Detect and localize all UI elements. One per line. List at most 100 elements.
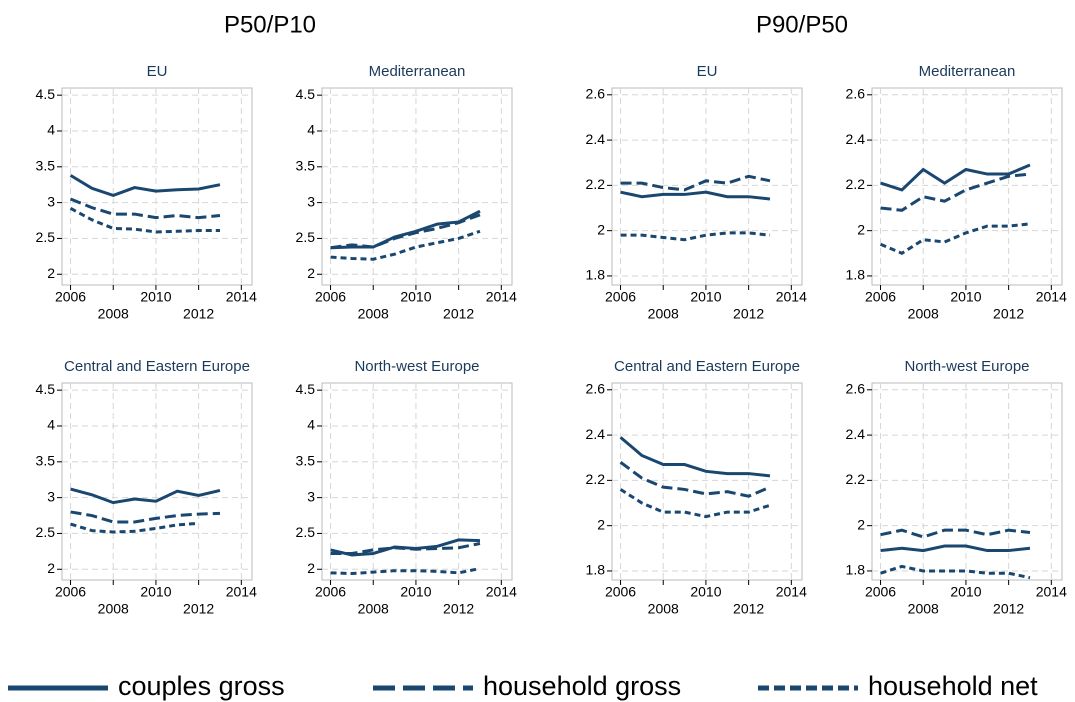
y-tick-label: 4.5 bbox=[296, 381, 316, 397]
x-tick-label: 2012 bbox=[183, 306, 214, 322]
panel: North-west Europe 1.8 2 2.2 2.4 2.6 2006 2008 20… bbox=[846, 358, 1068, 617]
series-line bbox=[70, 487, 221, 505]
x-tick-label: 2006 bbox=[315, 289, 346, 305]
panel-title: North-west Europe bbox=[904, 358, 1029, 375]
y-tick-label: 2 bbox=[47, 560, 55, 576]
y-tick-label: 3 bbox=[307, 193, 315, 209]
series-line bbox=[880, 163, 1031, 192]
series-line bbox=[330, 541, 481, 555]
y-tick-label: 4 bbox=[47, 417, 55, 433]
panel: Central and Eastern Europe 2 2.5 3 3.5 4 4.5 20… bbox=[36, 358, 258, 617]
panel: EU 1.8 2 2.2 2.4 2.6 2006 2008 2010 2012 2014 bbox=[586, 63, 808, 322]
y-tick-label: 3 bbox=[47, 193, 55, 209]
y-tick-label: 2.6 bbox=[846, 85, 866, 101]
x-tick-label: 2012 bbox=[443, 306, 474, 322]
x-tick-label: 2010 bbox=[400, 584, 431, 600]
series-line bbox=[620, 174, 771, 192]
y-tick-label: 3.5 bbox=[296, 453, 316, 469]
series-line bbox=[330, 213, 481, 250]
x-tick-label: 2008 bbox=[98, 306, 129, 322]
y-tick-label: 2 bbox=[47, 265, 55, 281]
series-line bbox=[69, 174, 221, 198]
panel: Mediterranean 2 2.5 3 3.5 4 4.5 2006 2008 2010 201… bbox=[296, 63, 518, 322]
y-tick-label: 2.2 bbox=[586, 176, 606, 192]
x-tick-label: 2014 bbox=[486, 584, 517, 600]
y-tick-label: 2.4 bbox=[586, 426, 606, 442]
y-tick-label: 2.5 bbox=[36, 524, 56, 540]
y-tick-label: 2.4 bbox=[846, 131, 866, 147]
series-line bbox=[880, 172, 1031, 212]
panel: Mediterranean 1.8 2 2.2 2.4 2.6 2006 2008 2010 20… bbox=[846, 63, 1068, 322]
y-tick-label: 4.5 bbox=[36, 86, 56, 102]
x-tick-label: 2014 bbox=[226, 584, 257, 600]
panel-title: Mediterranean bbox=[919, 63, 1016, 80]
y-tick-label: 1.8 bbox=[586, 267, 606, 283]
x-tick-label: 2006 bbox=[605, 289, 636, 305]
x-tick-label: 2006 bbox=[55, 289, 86, 305]
series-line bbox=[330, 567, 481, 576]
x-tick-label: 2014 bbox=[486, 289, 517, 305]
plot-area bbox=[321, 87, 513, 286]
plot-area bbox=[611, 382, 803, 581]
y-tick-label: 2.2 bbox=[846, 471, 866, 487]
y-tick-label: 2.5 bbox=[296, 229, 316, 245]
plot-area bbox=[871, 382, 1063, 581]
x-tick-label: 2012 bbox=[443, 601, 474, 617]
legend-label: household net bbox=[868, 671, 1038, 701]
x-tick-label: 2006 bbox=[55, 584, 86, 600]
x-tick-label: 2010 bbox=[140, 584, 171, 600]
series-line bbox=[330, 229, 481, 261]
x-tick-label: 2014 bbox=[776, 584, 807, 600]
y-tick-label: 2.6 bbox=[846, 380, 866, 396]
x-tick-label: 2008 bbox=[908, 306, 939, 322]
series-line bbox=[69, 197, 221, 220]
y-tick-label: 4 bbox=[307, 122, 315, 138]
series-line bbox=[619, 436, 771, 478]
y-tick-label: 1.8 bbox=[846, 267, 866, 283]
y-tick-label: 3.5 bbox=[36, 453, 56, 469]
panel-title: Central and Eastern Europe bbox=[614, 358, 800, 375]
x-tick-label: 2012 bbox=[733, 601, 764, 617]
x-tick-label: 2010 bbox=[950, 584, 981, 600]
series-line bbox=[620, 231, 771, 242]
x-tick-label: 2014 bbox=[776, 289, 807, 305]
series-line bbox=[880, 528, 1031, 539]
y-tick-label: 4 bbox=[47, 122, 55, 138]
panel: North-west Europe 2 2.5 3 3.5 4 4.5 2006 2008 201… bbox=[296, 358, 518, 617]
x-tick-label: 2008 bbox=[98, 601, 129, 617]
legend-label: couples gross bbox=[118, 671, 285, 701]
y-tick-label: 2 bbox=[597, 516, 605, 532]
x-tick-label: 2010 bbox=[140, 289, 171, 305]
series-line bbox=[620, 190, 771, 201]
y-tick-label: 2.4 bbox=[586, 131, 606, 147]
x-tick-label: 2006 bbox=[865, 584, 896, 600]
y-tick-label: 3 bbox=[47, 488, 55, 504]
y-tick-label: 2 bbox=[307, 560, 315, 576]
x-tick-label: 2006 bbox=[315, 584, 346, 600]
panel-title: North-west Europe bbox=[354, 358, 479, 375]
legend-label: household gross bbox=[483, 671, 681, 701]
x-tick-label: 2010 bbox=[950, 289, 981, 305]
y-tick-label: 2.2 bbox=[586, 471, 606, 487]
x-tick-label: 2010 bbox=[690, 584, 721, 600]
x-tick-label: 2008 bbox=[908, 601, 939, 617]
x-tick-label: 2012 bbox=[733, 306, 764, 322]
y-tick-label: 4 bbox=[307, 417, 315, 433]
x-tick-label: 2008 bbox=[648, 306, 679, 322]
series-line bbox=[330, 538, 481, 557]
x-tick-label: 2012 bbox=[183, 601, 214, 617]
x-tick-label: 2008 bbox=[358, 306, 389, 322]
x-tick-label: 2008 bbox=[358, 601, 389, 617]
y-tick-label: 2 bbox=[307, 265, 315, 281]
plot-area bbox=[871, 87, 1063, 286]
x-tick-label: 2014 bbox=[1036, 584, 1067, 600]
plot-area bbox=[61, 87, 253, 286]
plot-area bbox=[611, 87, 803, 286]
panel-title: Central and Eastern Europe bbox=[64, 358, 250, 375]
x-tick-label: 2012 bbox=[993, 601, 1024, 617]
y-tick-label: 3 bbox=[307, 488, 315, 504]
y-tick-label: 2.5 bbox=[296, 524, 316, 540]
x-tick-label: 2006 bbox=[605, 584, 636, 600]
y-tick-label: 2.5 bbox=[36, 229, 56, 245]
